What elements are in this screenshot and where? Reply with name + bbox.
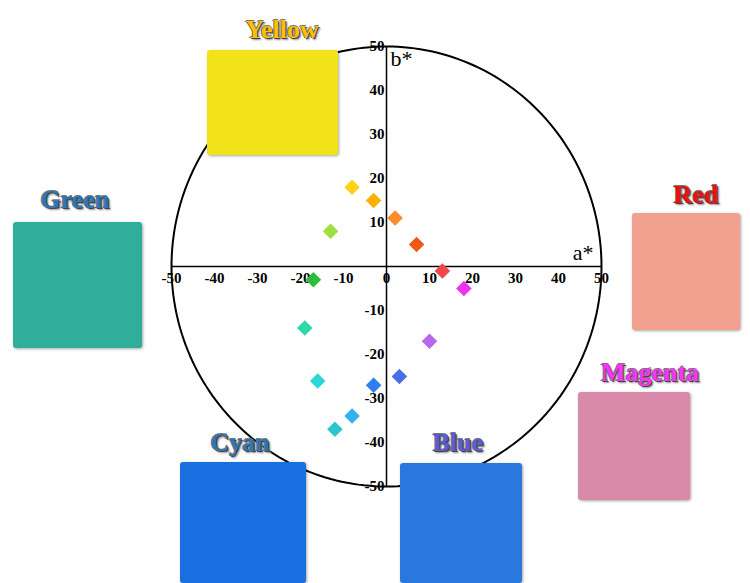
svg-text:b*: b* <box>391 46 413 71</box>
svg-text:-10: -10 <box>334 270 354 286</box>
html-text:Red: Red <box>673 180 719 209</box>
svg-text:30: 30 <box>370 126 385 142</box>
svg-text:20: 20 <box>465 270 480 286</box>
svg-text:-20: -20 <box>365 346 385 362</box>
html-text:Blue: Blue <box>432 428 484 457</box>
svg-text:-40: -40 <box>365 434 385 450</box>
html-text:Cyan: Cyan <box>210 428 270 457</box>
svg-text:-10: -10 <box>365 302 385 318</box>
html-text:Magenta: Magenta <box>600 358 700 387</box>
svg-text:30: 30 <box>508 270 523 286</box>
svg-text:-50: -50 <box>365 478 385 494</box>
svg-text:-50: -50 <box>162 270 182 286</box>
svg-text:40: 40 <box>370 82 385 98</box>
svg-text:10: 10 <box>370 214 385 230</box>
svg-text:50: 50 <box>594 270 609 286</box>
svg-text:50: 50 <box>370 38 385 54</box>
svg-text:0: 0 <box>383 270 391 286</box>
svg-text:10: 10 <box>422 270 437 286</box>
svg-text:a*: a* <box>573 240 594 265</box>
svg-text:-20: -20 <box>290 270 311 287</box>
html-text:Yellow: Yellow <box>245 15 319 44</box>
svg-text:-40: -40 <box>205 270 225 286</box>
svg-text:20: 20 <box>370 170 385 186</box>
svg-text:40: 40 <box>551 270 566 286</box>
svg-text:-30: -30 <box>248 270 268 286</box>
svg-text:-30: -30 <box>365 390 385 406</box>
html-text:Green: Green <box>40 185 110 214</box>
